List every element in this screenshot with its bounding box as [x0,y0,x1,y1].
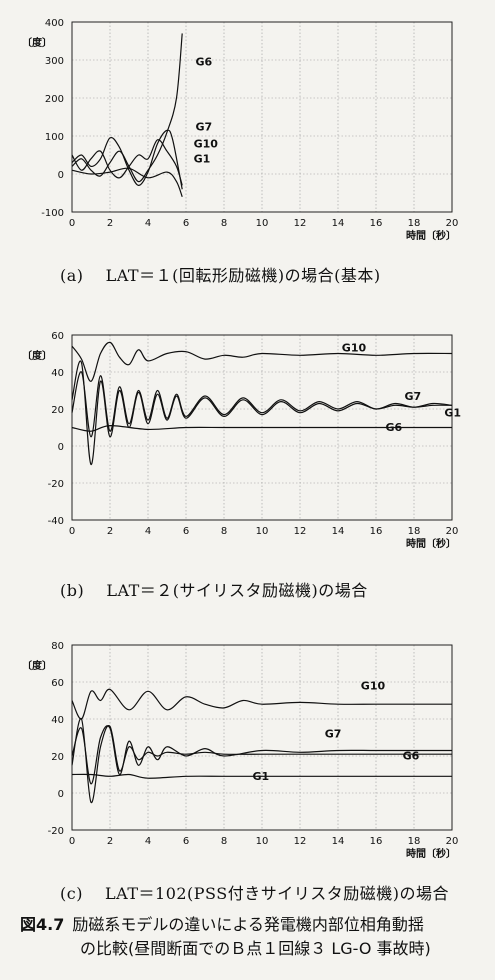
chart-c-series-label-g10: G10 [361,679,386,692]
chart-c-grid [71,644,453,831]
chart-b-xtick-label: 6 [183,526,189,537]
chart-a: -100 0 100 200 300 400 0 2 4 6 8 10 12 14 16 18 20 〔度〕時間〔… [0,0,495,300]
chart-a-xtick-label: 0 [69,218,75,229]
chart-c-ytick-label: 60 [51,678,64,689]
chart-a-svg: -100 0 100 200 300 400 0 2 4 6 8 10 12 14 16 18 20 〔度〕時間〔… [22,18,459,242]
chart-a-plot-frame [71,21,453,213]
chart-b-series-label-g7: G7 [405,390,422,403]
chart-b-series-g10 [71,341,453,382]
chart-c-series-label-g7: G7 [325,728,342,741]
chart-b-xtick-label: 20 [446,526,459,537]
chart-a-ytick-label: 100 [45,132,64,143]
chart-a-xtick-label: 6 [183,218,189,229]
chart-c-ytick-label: 0 [58,789,64,800]
chart-b-caption: (b) LAT＝２(サイリスタ励磁機)の場合 [60,581,368,600]
chart-c-caption: (c) LAT＝102(PSS付きサイリスタ励磁機)の場合 [60,884,449,903]
chart-c-ylabel: 〔度〕 [22,659,52,672]
figure-caption-line1: 励磁系モデルの違いによる発電機内部位相角動揺 [72,915,424,934]
chart-c-xtick-label: 4 [145,836,151,847]
chart-a-xtick-label: 12 [294,218,307,229]
chart-c-xtick-label: 20 [446,836,459,847]
chart-b-series-label-g6: G6 [386,421,403,434]
chart-a-grid [71,21,453,213]
chart-a-xlabel: 時間〔秒〕 [406,229,456,242]
chart-a-series-label-g6: G6 [196,56,213,69]
chart-a-series-g10 [71,139,183,186]
chart-c-xtick-label: 18 [408,836,421,847]
figure-caption: 図4.7 励磁系モデルの違いによる発電機内部位相角動揺 の比較(昼間断面でのＢ点１… [20,913,490,961]
chart-c-ytick-label: -20 [48,826,64,837]
chart-a-ytick-label: 300 [45,56,64,67]
chart-b-ylabel: 〔度〕 [22,349,52,362]
chart-a-series-g1 [71,167,183,198]
chart-b-ytick-label: -20 [48,479,64,490]
chart-c-xlabel: 時間〔秒〕 [406,847,456,860]
chart-b-series-g1 [71,360,453,466]
chart-c-series-g6 [71,718,452,803]
chart-c-series-g7 [71,725,452,785]
chart-c-xtick-label: 10 [256,836,269,847]
chart-b-series-g6 [71,424,452,432]
chart-a-series-g7 [71,129,183,190]
chart-b-xtick-label: 14 [332,526,345,537]
chart-b-series-label-g10: G10 [342,342,367,355]
chart-c-ytick-label: 80 [51,641,64,652]
chart-a-series-g6 [71,33,183,183]
chart-c-xtick-label: 14 [332,836,345,847]
figure-caption-line2: の比較(昼間断面でのＢ点１回線３ LG-O 事故時) [80,939,431,958]
chart-a-ytick-label: 200 [45,94,64,105]
chart-a-xtick-label: 10 [256,218,269,229]
chart-c: -20 0 20 40 60 80 0 2 4 6 8 10 12 14 16 18 20 〔度〕時間〔秒〕 G10… [0,630,495,903]
chart-b-ytick-label: 60 [51,331,64,342]
chart-b-xtick-label: 10 [256,526,269,537]
chart-c-xtick-label: 16 [370,836,383,847]
chart-a-xtick-label: 20 [446,218,459,229]
chart-b-xtick-label: 2 [107,526,113,537]
chart-b-ytick-label: -40 [48,516,64,527]
chart-a-ytick-label: -100 [41,208,64,219]
chart-b-xlabel: 時間〔秒〕 [406,537,456,550]
chart-b-xtick-label: 12 [294,526,307,537]
chart-b-ytick-label: 20 [51,405,64,416]
chart-c-xtick-label: 0 [69,836,75,847]
chart-a-series-label-g10: G10 [194,137,219,150]
chart-a-xtick-label: 2 [107,218,113,229]
chart-b-series-label-g1: G1 [444,406,461,419]
chart-a-xtick-label: 4 [145,218,151,229]
chart-c-series-g1 [71,773,452,779]
chart-c-series-g10 [71,688,452,720]
chart-c-series-label-g6: G6 [403,750,420,763]
chart-c-xtick-label: 2 [107,836,113,847]
chart-c-xtick-label: 6 [183,836,189,847]
chart-c-svg: -20 0 20 40 60 80 0 2 4 6 8 10 12 14 16 18 20 〔度〕時間〔秒〕 G10… [22,641,459,860]
chart-c-series-label-g1: G1 [253,770,270,783]
chart-a-xtick-label: 18 [408,218,421,229]
chart-a-xtick-label: 8 [221,218,227,229]
chart-b-xtick-label: 18 [408,526,421,537]
chart-a-ytick-label: 400 [45,18,64,29]
chart-a-ylabel: 〔度〕 [22,36,52,49]
chart-b-svg: -40 -20 0 20 40 60 0 2 4 6 8 10 12 14 16 18 20 〔度〕時間〔秒〕 G1… [22,331,461,550]
chart-a-series-label-g1: G1 [194,153,211,166]
chart-b: -40 -20 0 20 40 60 0 2 4 6 8 10 12 14 16 18 20 〔度〕時間〔秒〕 G1… [0,320,495,620]
chart-a-series-label-g7: G7 [196,120,213,133]
chart-a-ytick-label: 0 [58,170,64,181]
chart-b-xtick-label: 16 [370,526,383,537]
chart-c-plot-frame [71,644,453,831]
chart-c-ytick-label: 20 [51,752,64,763]
chart-b-ytick-label: 40 [51,368,64,379]
chart-a-xtick-label: 16 [370,218,383,229]
chart-b-xtick-label: 4 [145,526,151,537]
chart-c-xtick-label: 8 [221,836,227,847]
chart-c-xtick-label: 12 [294,836,307,847]
figure-number: 図4.7 [20,915,65,934]
chart-a-caption: (a) LAT＝１(回転形励磁機)の場合(基本) [60,266,381,285]
chart-b-xtick-label: 8 [221,526,227,537]
chart-c-ytick-label: 40 [51,715,64,726]
chart-b-ytick-label: 0 [58,442,64,453]
chart-b-xtick-label: 0 [69,526,75,537]
chart-a-xtick-label: 14 [332,218,345,229]
